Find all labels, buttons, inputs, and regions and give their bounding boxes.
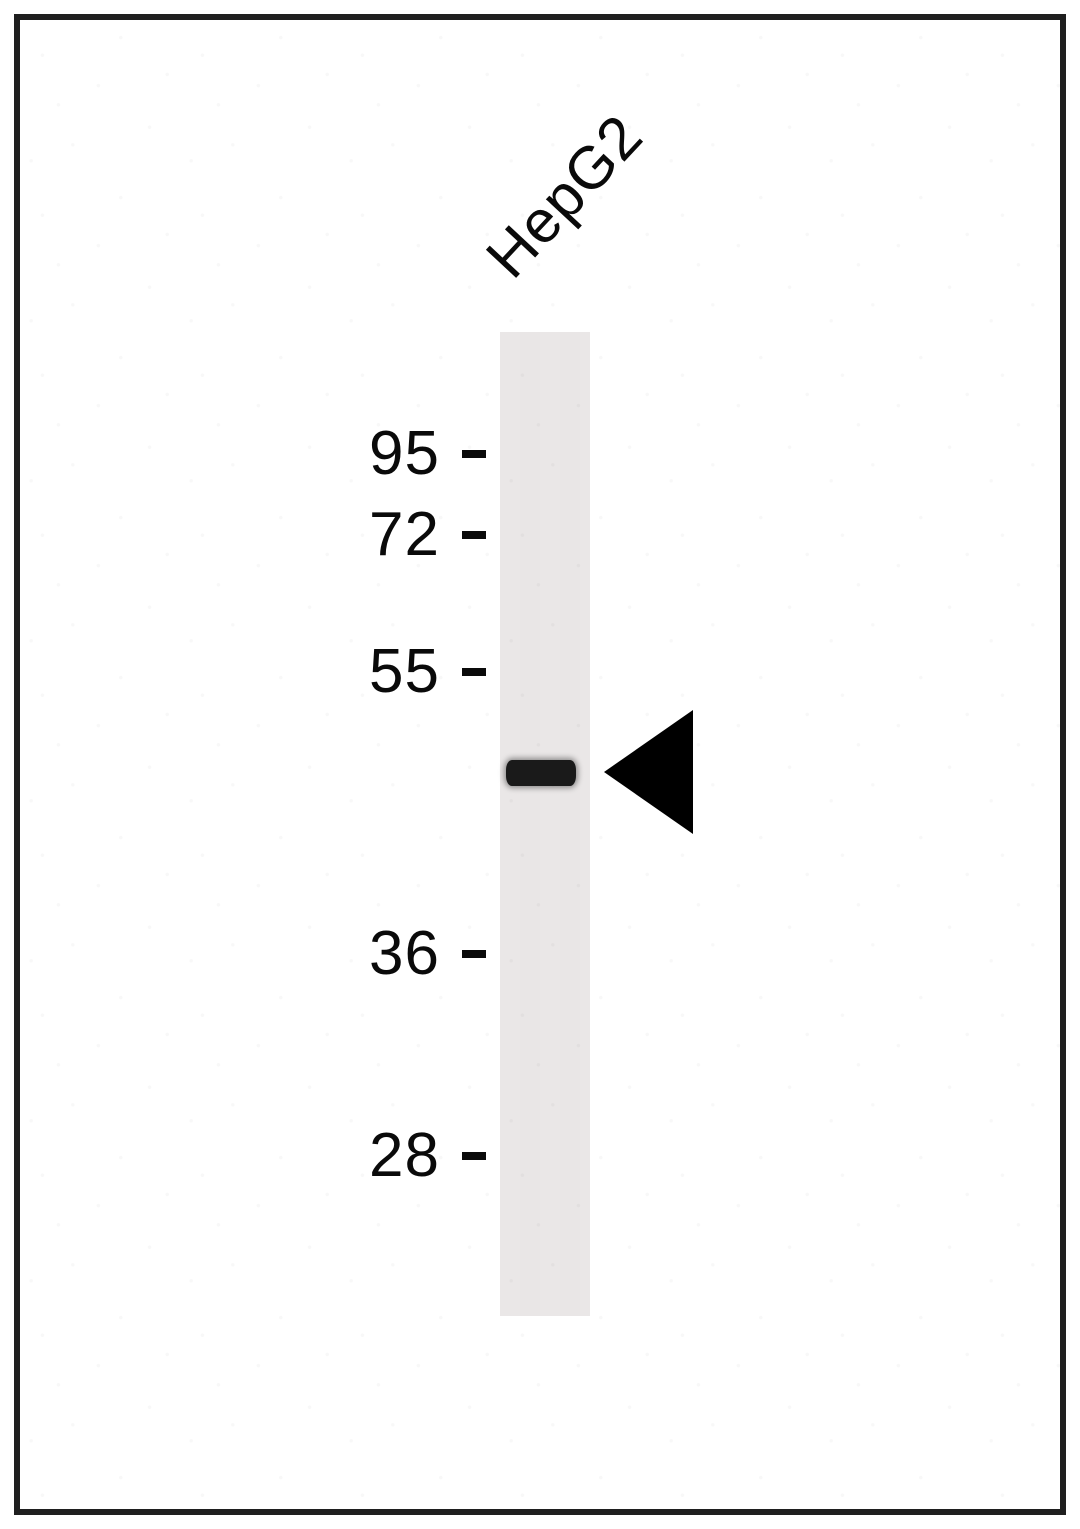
- mw-marker-row: 55: [20, 638, 486, 706]
- band-arrow-icon: [604, 710, 693, 834]
- mw-marker-label: 36: [369, 918, 440, 989]
- blot-canvas: 95 72 55 36 28 HepG2: [20, 20, 1060, 1509]
- figure-root: 95 72 55 36 28 HepG2: [0, 0, 1080, 1529]
- blot-lane: [500, 332, 590, 1316]
- mw-marker-label: 28: [369, 1120, 440, 1191]
- mw-marker-row: 95: [20, 420, 486, 488]
- mw-marker-tick: [462, 950, 486, 958]
- lane-label: HepG2: [473, 101, 657, 291]
- mw-marker-tick: [462, 531, 486, 539]
- mw-marker-tick: [462, 450, 486, 458]
- mw-marker-tick: [462, 668, 486, 676]
- mw-marker-row: 28: [20, 1122, 486, 1190]
- protein-band: [506, 760, 576, 786]
- mw-marker-label: 55: [369, 636, 440, 707]
- mw-marker-row: 72: [20, 501, 486, 569]
- mw-marker-tick: [462, 1152, 486, 1160]
- mw-marker-label: 95: [369, 418, 440, 489]
- mw-marker-label: 72: [369, 499, 440, 570]
- mw-marker-row: 36: [20, 920, 486, 988]
